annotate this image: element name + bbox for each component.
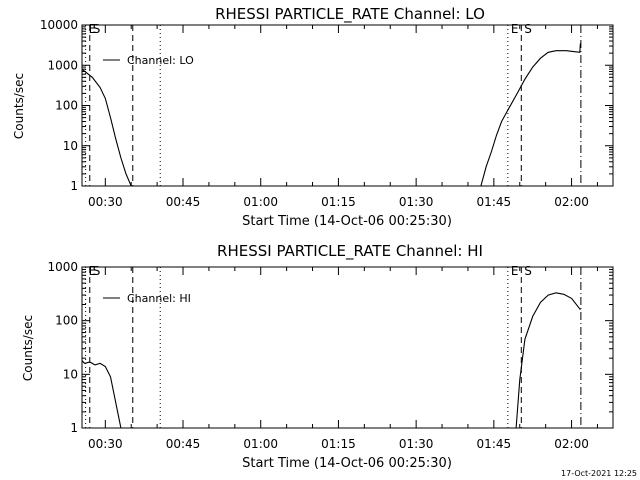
x-tick-label: 00:30 xyxy=(88,437,123,451)
x-tick-label: 01:30 xyxy=(399,195,434,209)
panel-lo-legend: Channel: LO xyxy=(103,54,194,67)
panel-lo-title: RHESSI PARTICLE_RATE Channel: LO xyxy=(215,5,485,24)
event-marker-label: S xyxy=(93,22,101,36)
panel-lo: RHESSI PARTICLE_RATE Channel: LO 1000010… xyxy=(12,5,614,229)
panel-lo-markers: ES E S xyxy=(85,22,582,186)
panel-lo-frame xyxy=(81,24,614,187)
event-marker-label: E xyxy=(89,264,97,278)
panel-lo-series xyxy=(81,43,581,187)
x-tick-label: 01:45 xyxy=(477,437,512,451)
y-tick-label: 10000 xyxy=(40,18,78,32)
x-tick-label: 01:30 xyxy=(399,437,434,451)
panel-lo-xlabel: Start Time (14-Oct-06 00:25:30) xyxy=(242,214,452,229)
panel-lo-y-ticks: 10000 1000 100 10 1 xyxy=(40,18,613,193)
panel-lo-legend-label: Channel: LO xyxy=(127,54,194,67)
x-tick-label: 01:45 xyxy=(477,195,512,209)
event-marker-label: E xyxy=(511,264,519,278)
y-tick-label: 100 xyxy=(55,314,78,328)
event-marker-label: S xyxy=(524,22,532,36)
x-tick-label: 01:15 xyxy=(321,195,356,209)
y-tick-label: 10 xyxy=(63,139,78,153)
panel-hi-y-ticks: 1000 100 10 1 xyxy=(47,260,613,435)
y-tick-label: 100 xyxy=(55,99,78,113)
x-tick-label: 01:15 xyxy=(321,437,356,451)
y-tick-label: 1 xyxy=(70,421,78,435)
panel-hi-legend-label: Channel: HI xyxy=(127,292,191,305)
panel-hi-markers: ES E S xyxy=(85,264,582,428)
panel-hi-series xyxy=(81,292,581,429)
x-tick-label: 01:00 xyxy=(243,437,278,451)
y-tick-label: 10 xyxy=(63,367,78,381)
panel-hi-frame xyxy=(81,266,614,429)
panel-hi-title: RHESSI PARTICLE_RATE Channel: HI xyxy=(217,242,483,261)
panel-hi-xlabel: Start Time (14-Oct-06 00:25:30) xyxy=(242,456,452,471)
panel-hi-x-ticks: 00:30 00:45 01:00 01:15 01:30 01:45 02:00 xyxy=(88,267,598,451)
series-line-segment xyxy=(81,360,122,429)
panel-lo-x-ticks: 00:30 00:45 01:00 01:15 01:30 01:45 02:00 xyxy=(88,25,598,209)
event-marker-label: E xyxy=(511,22,519,36)
x-tick-label: 02:00 xyxy=(554,195,589,209)
footer-timestamp: 17-Oct-2021 12:25 xyxy=(561,469,637,478)
panel-hi-legend: Channel: HI xyxy=(103,292,191,305)
y-tick-label: 1 xyxy=(70,179,78,193)
x-tick-label: 02:00 xyxy=(554,437,589,451)
event-marker-label: S xyxy=(93,264,101,278)
event-marker-label: S xyxy=(524,264,532,278)
x-tick-label: 00:45 xyxy=(166,195,201,209)
x-tick-label: 00:45 xyxy=(166,437,201,451)
y-tick-label: 1000 xyxy=(47,58,78,72)
x-tick-label: 00:30 xyxy=(88,195,123,209)
panel-hi-ylabel: Counts/sec xyxy=(21,315,35,381)
event-marker-label: E xyxy=(89,22,97,36)
x-tick-label: 01:00 xyxy=(243,195,278,209)
series-line-segment xyxy=(480,43,581,187)
series-line-segment xyxy=(515,292,581,429)
panel-hi: RHESSI PARTICLE_RATE Channel: HI 1000100… xyxy=(21,242,614,471)
panel-lo-ylabel: Counts/sec xyxy=(12,73,26,139)
series-line-segment xyxy=(81,68,132,187)
y-tick-label: 1000 xyxy=(47,260,78,274)
